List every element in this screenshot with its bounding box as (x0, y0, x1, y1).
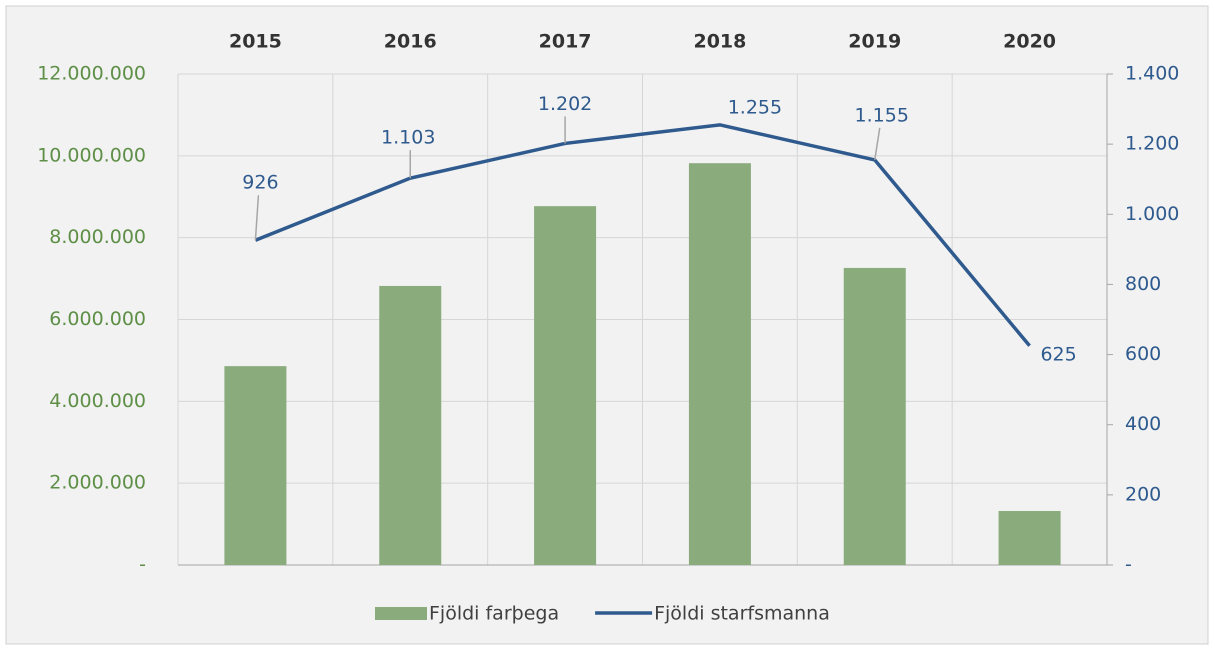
y2-tick-label: 200 (1125, 483, 1161, 505)
bar (688, 163, 751, 565)
data-label: 1.155 (855, 104, 909, 126)
leader-line (254, 195, 260, 241)
legend-label: Fjöldi farþega (429, 603, 559, 625)
y2-tick-label: 400 (1125, 413, 1161, 435)
y-tick-label: 8.000.000 (49, 226, 146, 248)
y2-tick-label: - (1125, 554, 1132, 576)
line (254, 123, 1031, 347)
y-tick-label: 6.000.000 (49, 308, 146, 330)
data-label: 1.255 (728, 96, 782, 118)
y2-tick-label: 1.200 (1125, 133, 1179, 155)
data-label: 625 (1040, 343, 1076, 365)
y-tick-label: 12.000.000 (37, 63, 146, 85)
x-tick-label: 2018 (693, 31, 746, 53)
legend-swatch (375, 607, 427, 620)
bar (534, 206, 597, 565)
x-tick-label: 2017 (539, 31, 592, 53)
x-tick-label: 2015 (229, 31, 282, 53)
bar (843, 267, 906, 565)
y-tick-label: 10.000.000 (37, 144, 146, 166)
y-tick-label: - (139, 554, 146, 576)
data-label: 1.202 (538, 93, 592, 115)
x-tick-label: 2019 (848, 31, 901, 53)
y2-tick-label: 600 (1125, 343, 1161, 365)
bar (998, 510, 1061, 565)
leader-line (874, 127, 881, 161)
x-tick-label: 2020 (1003, 31, 1056, 53)
y-tick-label: 2.000.000 (49, 472, 146, 494)
y2-tick-label: 1.400 (1125, 63, 1179, 85)
x-tick-label: 2016 (384, 31, 437, 53)
data-label: 1.103 (381, 127, 435, 149)
data-label: 926 (242, 172, 278, 194)
y2-tick-label: 1.000 (1125, 203, 1179, 225)
y-tick-label: 4.000.000 (49, 390, 146, 412)
legend-label: Fjöldi starfsmanna (654, 603, 830, 625)
bar (224, 366, 287, 565)
bar (379, 285, 442, 565)
y2-tick-label: 800 (1125, 273, 1161, 295)
